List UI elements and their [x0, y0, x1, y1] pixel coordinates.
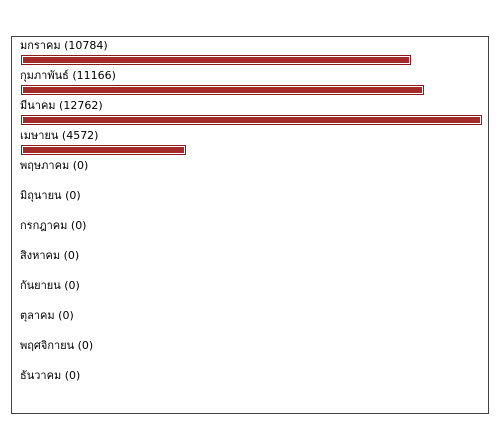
month-label: มกราคม (10784): [20, 39, 108, 52]
bar-track: [21, 145, 482, 155]
count-bar: [21, 55, 411, 65]
month-row-august: สิงหาคม (0): [20, 249, 486, 279]
month-row-april: เมษายน (4572): [20, 129, 486, 159]
month-row-june: มิถุนายน (0): [20, 189, 486, 219]
month-label: ตุลาคม (0): [20, 309, 74, 322]
month-label: ธันวาคม (0): [20, 369, 81, 382]
count-bar: [21, 145, 187, 155]
monthly-stats-panel: มกราคม (10784) กุมภาพันธ์ (11166) มีนาคม…: [11, 36, 489, 414]
month-label: พฤษภาคม (0): [20, 159, 89, 172]
month-row-march: มีนาคม (12762): [20, 99, 486, 129]
month-label: เมษายน (4572): [20, 129, 99, 142]
month-label: มิถุนายน (0): [20, 189, 81, 202]
month-label: กุมภาพันธ์ (11166): [20, 69, 116, 82]
month-row-july: กรกฎาคม (0): [20, 219, 486, 249]
month-label: กรกฎาคม (0): [20, 219, 87, 232]
month-label: สิงหาคม (0): [20, 249, 80, 262]
month-row-january: มกราคม (10784): [20, 39, 486, 69]
bar-track: [21, 115, 482, 125]
bar-track: [21, 85, 482, 95]
count-bar: [21, 85, 425, 95]
month-row-october: ตุลาคม (0): [20, 309, 486, 339]
month-label: มีนาคม (12762): [20, 99, 103, 112]
count-bar: [21, 115, 482, 125]
month-row-may: พฤษภาคม (0): [20, 159, 486, 189]
bar-track: [21, 55, 482, 65]
month-label: พฤศจิกายน (0): [20, 339, 94, 352]
month-list: มกราคม (10784) กุมภาพันธ์ (11166) มีนาคม…: [20, 39, 486, 399]
month-row-november: พฤศจิกายน (0): [20, 339, 486, 369]
month-row-february: กุมภาพันธ์ (11166): [20, 69, 486, 99]
month-label: กันยายน (0): [20, 279, 80, 292]
month-row-september: กันยายน (0): [20, 279, 486, 309]
month-row-december: ธันวาคม (0): [20, 369, 486, 399]
